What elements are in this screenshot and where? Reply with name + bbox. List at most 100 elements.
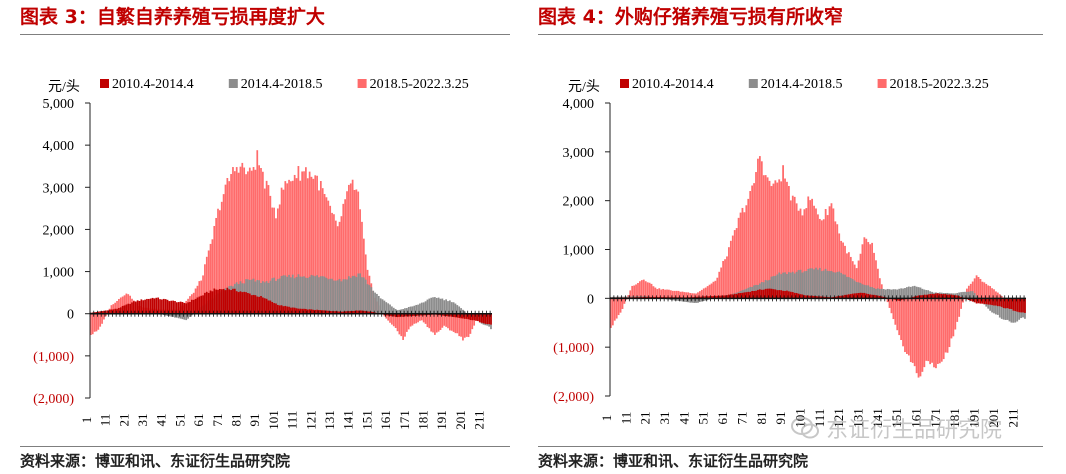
bar bbox=[871, 294, 873, 299]
bar bbox=[919, 298, 922, 377]
bar bbox=[215, 217, 217, 314]
bar bbox=[809, 200, 812, 299]
bar bbox=[888, 289, 891, 299]
bar bbox=[460, 308, 462, 314]
bar bbox=[119, 297, 122, 314]
bar bbox=[478, 313, 481, 323]
bar bbox=[1004, 298, 1007, 309]
y-tick-label: (1,000) bbox=[33, 350, 74, 365]
bar bbox=[1000, 298, 1003, 307]
bar bbox=[836, 296, 839, 299]
bar bbox=[762, 289, 765, 299]
bar bbox=[700, 298, 703, 302]
bar bbox=[789, 291, 792, 299]
bar bbox=[379, 298, 382, 314]
bar bbox=[306, 178, 309, 314]
bar bbox=[613, 298, 616, 321]
bar bbox=[308, 171, 311, 314]
bar bbox=[389, 313, 391, 316]
bar bbox=[475, 313, 477, 321]
bar bbox=[450, 313, 453, 317]
x-tick-label: 31 bbox=[657, 412, 672, 425]
x-tick-label: 71 bbox=[734, 412, 749, 425]
bar bbox=[134, 301, 137, 314]
bar bbox=[621, 296, 624, 299]
bar bbox=[646, 282, 649, 299]
bar bbox=[844, 294, 846, 299]
x-tick-label: 151 bbox=[359, 410, 374, 430]
bar bbox=[629, 290, 632, 299]
bar bbox=[884, 289, 887, 299]
bar bbox=[450, 302, 453, 314]
bar bbox=[346, 279, 348, 314]
bar bbox=[297, 274, 300, 314]
y-tick-label: 1,000 bbox=[43, 266, 75, 281]
bar bbox=[325, 197, 328, 314]
bar bbox=[617, 298, 620, 316]
bar bbox=[404, 313, 406, 337]
bar bbox=[900, 298, 903, 341]
bar bbox=[454, 313, 457, 318]
bar bbox=[886, 288, 889, 299]
bar bbox=[993, 298, 995, 306]
bar bbox=[780, 181, 783, 299]
bar bbox=[853, 293, 856, 299]
bar bbox=[405, 308, 408, 314]
bar bbox=[228, 289, 231, 314]
x-tick-label: 41 bbox=[154, 414, 169, 427]
bar bbox=[422, 313, 425, 323]
bar bbox=[842, 242, 844, 299]
bar bbox=[695, 293, 697, 299]
bar bbox=[183, 313, 186, 320]
bar bbox=[219, 210, 221, 314]
bar bbox=[415, 304, 418, 314]
bar bbox=[708, 296, 711, 299]
bar bbox=[797, 270, 800, 299]
bar bbox=[1014, 298, 1017, 312]
bar bbox=[189, 301, 191, 314]
bar bbox=[849, 278, 852, 299]
source-note-left: 资料来源：博亚和讯、东证衍生品研究院 bbox=[20, 452, 291, 470]
bar bbox=[861, 244, 864, 299]
bar bbox=[776, 290, 779, 299]
bar bbox=[420, 302, 423, 314]
bar bbox=[747, 291, 750, 299]
bar bbox=[420, 313, 423, 321]
watermark-text: 东证衍生品研究院 bbox=[826, 418, 1003, 443]
bar bbox=[112, 304, 115, 314]
bar bbox=[1002, 298, 1005, 309]
bar bbox=[824, 268, 827, 299]
bar bbox=[314, 276, 317, 314]
bar bbox=[648, 282, 651, 299]
bar bbox=[969, 291, 972, 299]
bar bbox=[157, 297, 160, 314]
bar bbox=[782, 272, 784, 299]
bar bbox=[385, 302, 388, 314]
bar bbox=[774, 180, 777, 299]
bar bbox=[394, 313, 397, 328]
bar bbox=[803, 209, 806, 299]
bar bbox=[121, 296, 124, 314]
bar bbox=[811, 295, 814, 299]
bar bbox=[448, 300, 451, 314]
bar bbox=[114, 302, 117, 314]
bar bbox=[813, 269, 815, 299]
bar bbox=[291, 274, 294, 314]
bar bbox=[422, 313, 425, 316]
bar bbox=[445, 313, 447, 327]
bar bbox=[366, 284, 369, 314]
bar bbox=[788, 186, 790, 299]
bar bbox=[927, 294, 930, 299]
bar bbox=[967, 291, 970, 299]
bar bbox=[243, 167, 246, 314]
x-tick-label: 31 bbox=[135, 414, 150, 427]
y-tick-label: (2,000) bbox=[33, 392, 74, 407]
bar bbox=[878, 295, 881, 299]
bar bbox=[760, 161, 763, 299]
bar bbox=[772, 289, 775, 299]
bar bbox=[909, 298, 912, 363]
bar bbox=[118, 307, 120, 314]
bar bbox=[675, 298, 678, 301]
bar bbox=[805, 208, 808, 299]
bar bbox=[338, 221, 341, 314]
